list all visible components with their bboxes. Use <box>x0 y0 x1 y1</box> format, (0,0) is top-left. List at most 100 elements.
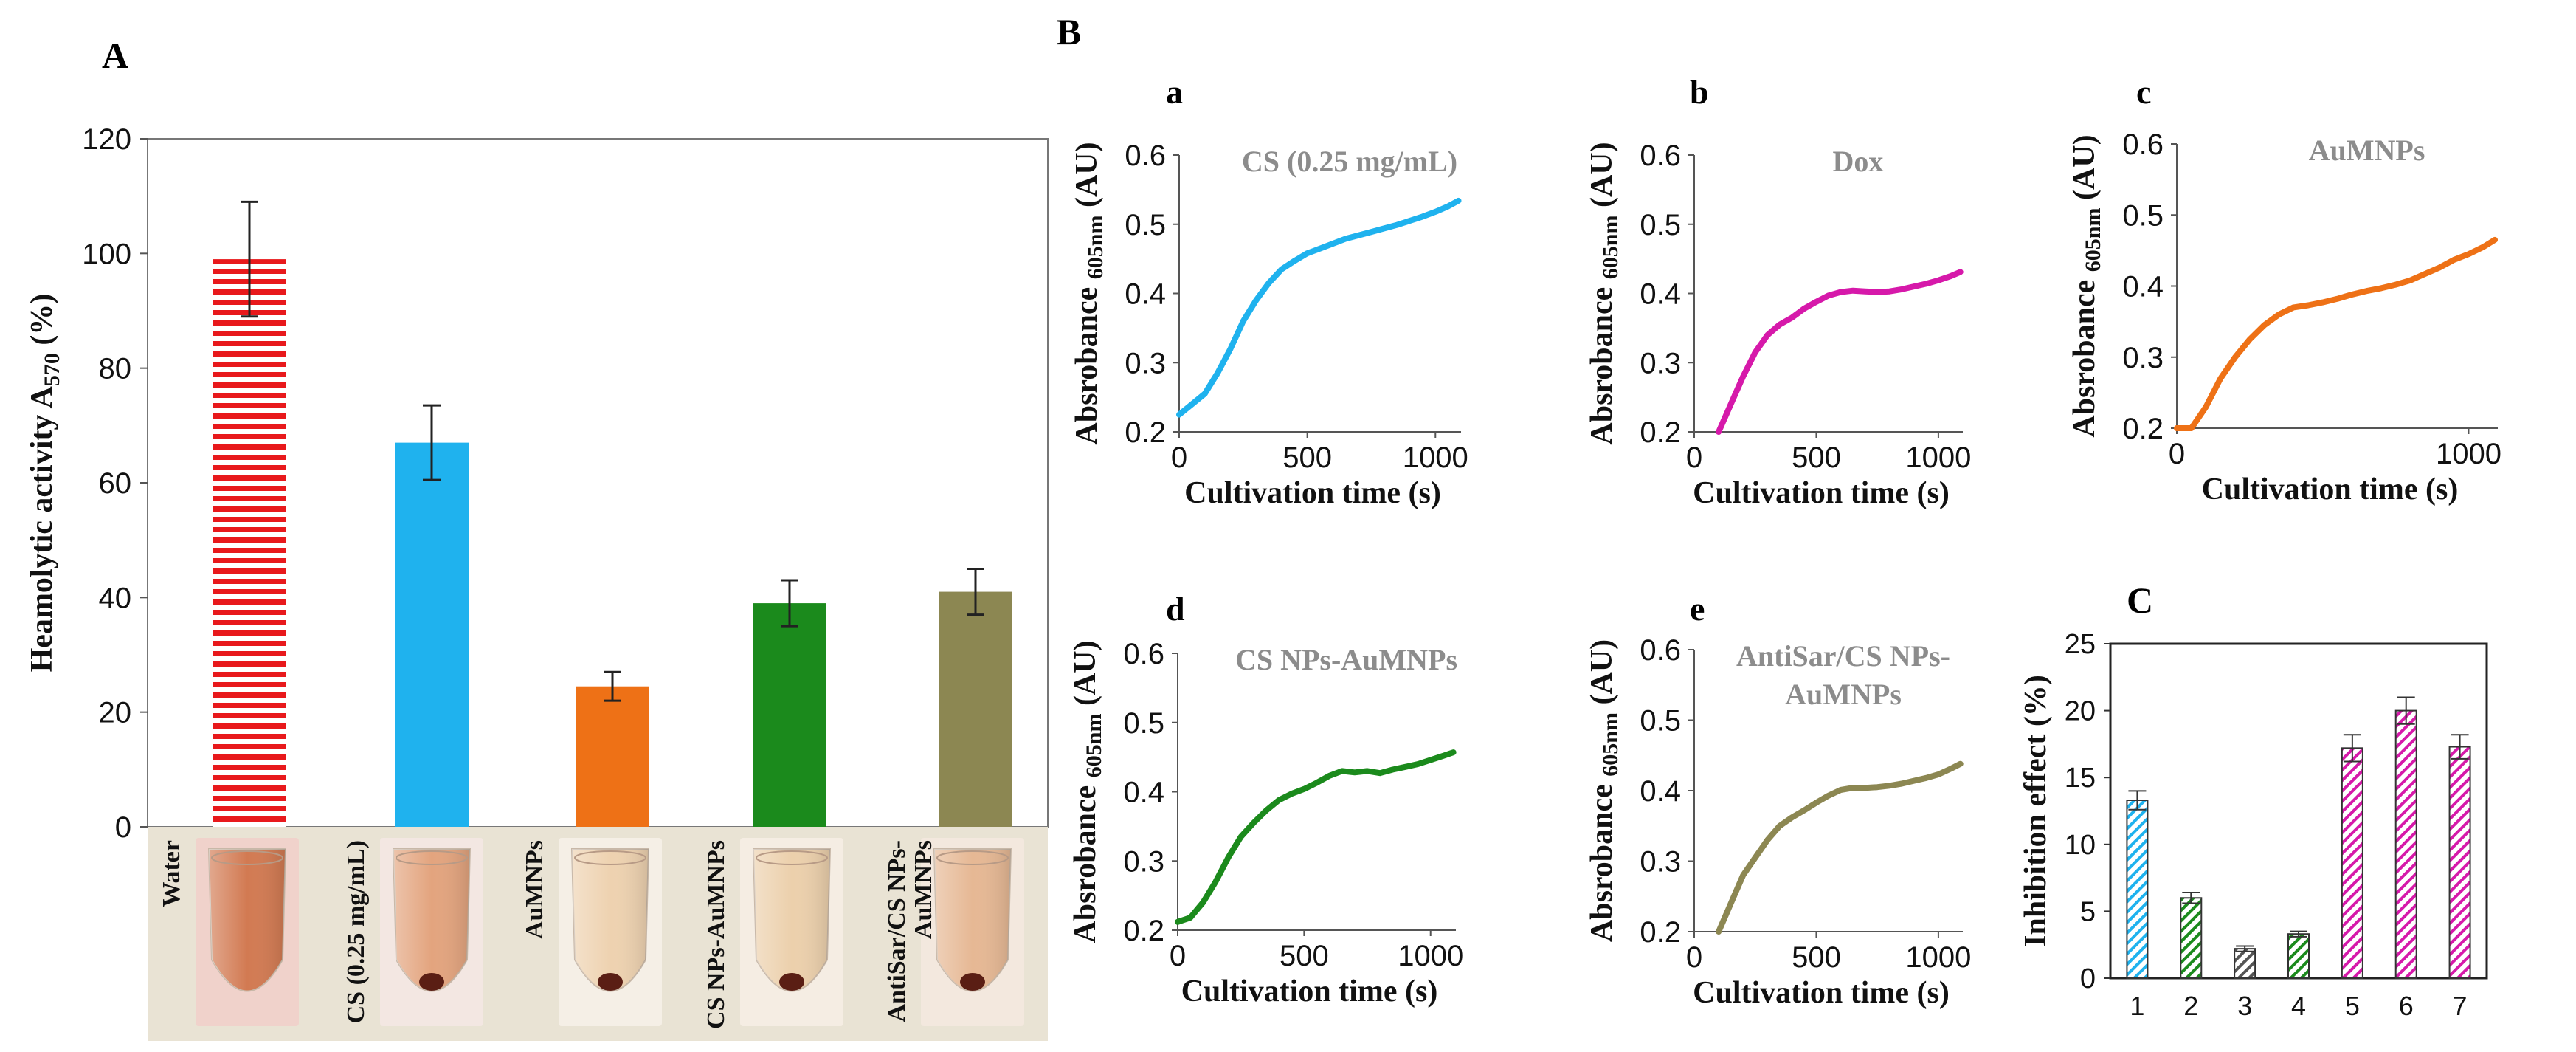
panel-label-c-main: C <box>2127 580 2153 621</box>
tube-label-line: AntiSar/CS NPs- <box>883 840 911 1022</box>
chart-title: CS NPs-AuMNPs <box>1235 643 1457 676</box>
y-tick-label: 120 <box>82 123 131 156</box>
bar <box>2448 746 2471 979</box>
bar <box>576 686 649 827</box>
data-point <box>1802 307 1806 311</box>
data-point <box>1912 779 1916 783</box>
data-point <box>1264 808 1268 812</box>
data-point <box>1267 281 1271 285</box>
data-point <box>1729 402 1733 406</box>
x-axis-label: Cultivation time (s) <box>2202 472 2459 506</box>
bar <box>2394 709 2417 979</box>
data-point <box>1912 285 1916 289</box>
subpanel-letter-c: c <box>2136 73 2151 111</box>
data-point <box>1753 351 1757 354</box>
data-point <box>2467 252 2470 256</box>
data-point <box>2335 297 2339 300</box>
data-point <box>1827 794 1830 797</box>
data-point <box>1176 920 1179 924</box>
subpanel-letter-a: a <box>1166 73 1183 111</box>
data-point <box>1302 787 1306 791</box>
y-axis-label: Inhibition effect (%) <box>2019 675 2053 947</box>
x-tick-label: 0 <box>2169 438 2185 470</box>
y-tick-label: 0.5 <box>1640 209 1681 241</box>
y-tick-label: 0.4 <box>2122 271 2164 303</box>
data-point <box>1280 267 1283 271</box>
y-tick-label: 0.6 <box>1125 140 1166 172</box>
chart-title-line: AntiSar/CS NPs- <box>1736 639 1950 673</box>
x-tick-label: 6 <box>2399 991 2414 1021</box>
y-axis-label: Absrobance 605nm (AU) <box>2068 134 2105 437</box>
tube-label-line: AuMNPs <box>521 840 548 939</box>
data-point <box>1851 289 1855 292</box>
y-tick-label: 0.4 <box>1123 777 1164 809</box>
y-tick-label: 0.3 <box>1123 845 1164 878</box>
data-point <box>1331 242 1335 245</box>
data-point <box>1729 901 1733 905</box>
data-point <box>1900 287 1904 291</box>
bar <box>939 591 1012 827</box>
y-tick-label: 0 <box>2080 963 2096 994</box>
y-tick-label: 0.4 <box>1640 278 1681 311</box>
tube-label: Water <box>158 840 185 907</box>
tube-label-line: CS NPs-AuMNPs <box>702 840 730 1029</box>
data-point <box>1790 316 1794 320</box>
data-point <box>2437 266 2441 269</box>
series-line <box>2174 236 2498 431</box>
data-point <box>2175 427 2178 430</box>
data-point <box>1190 402 1194 406</box>
data-point <box>2423 272 2427 276</box>
data-point <box>1802 808 1806 812</box>
bar <box>753 603 826 827</box>
x-tick-label: 1000 <box>1398 940 1463 972</box>
data-point <box>1441 754 1445 757</box>
data-point <box>1290 792 1294 796</box>
data-point <box>1900 782 1904 785</box>
data-point <box>1420 215 1424 219</box>
data-point <box>1178 413 1181 416</box>
data-point <box>1888 784 1891 788</box>
data-point <box>1851 786 1855 790</box>
data-point <box>2394 283 2397 286</box>
tube-meniscus <box>574 850 646 865</box>
data-point <box>1778 824 1781 828</box>
y-axis-label: Absrobance 605nm (AU) <box>1585 142 1623 444</box>
data-point <box>1241 320 1245 323</box>
y-tick-label: 0.2 <box>1125 416 1166 449</box>
y-tick-label: 60 <box>99 467 132 500</box>
y-tick-label: 0.4 <box>1640 775 1681 808</box>
pellet <box>419 973 444 991</box>
tube-meniscus <box>936 850 1009 865</box>
y-tick-label: 40 <box>99 582 132 614</box>
y-tick-label: 0.6 <box>2122 128 2164 161</box>
data-point <box>2277 313 2281 316</box>
tube-gloss <box>209 849 286 991</box>
x-tick-label: 1000 <box>1403 441 1468 474</box>
data-point <box>1766 838 1769 842</box>
y-tick-label: 15 <box>2065 763 2096 794</box>
x-tick-label: 500 <box>1282 441 1332 474</box>
y-axis-label: Absrobance 605nm (AU) <box>1585 639 1623 942</box>
y-tick-label: 0.2 <box>2122 413 2164 445</box>
x-tick-label: 0 <box>1686 441 1702 474</box>
bar <box>2234 948 2256 979</box>
data-point <box>1214 880 1218 884</box>
data-point <box>1254 298 1258 302</box>
data-point <box>1201 901 1205 904</box>
panel-label-a-main: A <box>102 35 128 76</box>
subpanel-letter-d: d <box>1166 590 1185 628</box>
tube-label-line: CS (0.25 mg/mL) <box>342 840 370 1023</box>
data-point <box>1741 873 1745 877</box>
data-point <box>1203 392 1206 396</box>
bar <box>2341 747 2363 979</box>
data-point <box>1741 375 1745 378</box>
data-point <box>1863 786 1867 790</box>
y-tick-label: 0.2 <box>1640 416 1681 449</box>
pellet <box>960 973 985 991</box>
data-point <box>1429 758 1432 762</box>
data-point <box>1216 371 1220 375</box>
x-tick-label: 3 <box>2237 991 2252 1021</box>
data-point <box>1229 347 1232 351</box>
